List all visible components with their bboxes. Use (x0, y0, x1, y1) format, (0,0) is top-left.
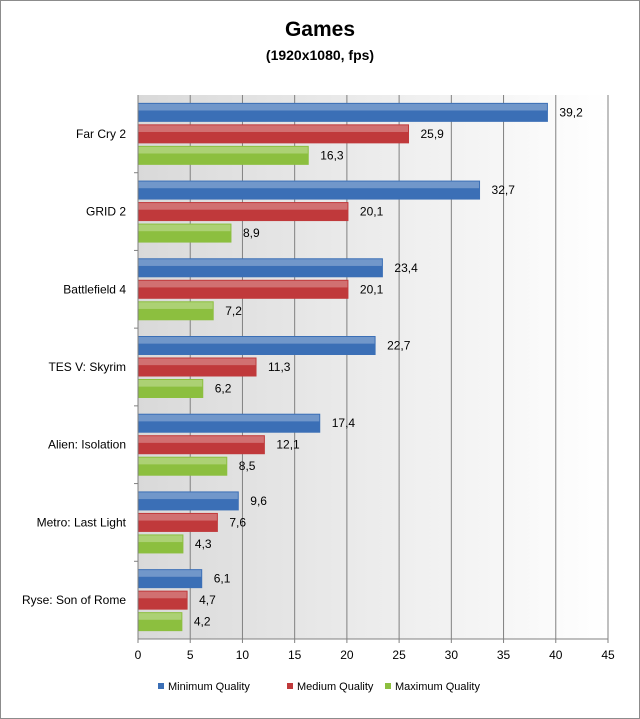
bar-highlight (138, 181, 480, 189)
bar-highlight (138, 203, 348, 210)
data-label: 23,4 (394, 261, 418, 275)
bar-highlight (138, 492, 238, 500)
bar-highlight (138, 103, 547, 111)
data-label: 7,2 (225, 304, 242, 318)
x-tick-label: 35 (497, 648, 511, 662)
x-tick-label: 25 (392, 648, 406, 662)
data-label: 16,3 (320, 148, 344, 162)
data-label: 6,2 (215, 382, 232, 396)
x-tick-label: 30 (445, 648, 459, 662)
x-tick-label: 40 (549, 648, 563, 662)
data-label: 9,6 (250, 494, 267, 508)
data-label: 22,7 (387, 339, 411, 353)
data-label: 6,1 (214, 572, 231, 586)
bar-highlight (138, 358, 256, 366)
bar-highlight (138, 535, 183, 543)
bar (138, 435, 265, 455)
x-tick-label: 10 (236, 648, 250, 662)
category-label: Far Cry 2 (76, 127, 126, 141)
bar (138, 202, 349, 222)
data-label: 32,7 (492, 183, 516, 197)
bar-highlight (138, 570, 202, 577)
data-label: 4,3 (195, 537, 212, 551)
category-label: Metro: Last Light (37, 515, 127, 529)
bar (138, 590, 188, 610)
category-label: GRID 2 (86, 205, 126, 219)
bar-highlight (138, 259, 382, 266)
data-label: 7,6 (229, 515, 246, 529)
bar (138, 145, 309, 165)
category-label: Ryse: Son of Rome (22, 593, 126, 607)
data-label: 8,9 (243, 226, 260, 240)
bar (138, 124, 410, 144)
category-label: TES V: Skyrim (48, 360, 126, 374)
data-label: 4,2 (194, 615, 211, 629)
bar (138, 456, 228, 476)
bar (138, 491, 239, 511)
bar (138, 612, 183, 632)
bar (138, 357, 257, 377)
bar-highlight (138, 436, 264, 443)
data-label: 20,1 (360, 282, 384, 296)
bar (138, 301, 214, 321)
bar-highlight (138, 146, 308, 154)
bar (138, 336, 376, 355)
bar-highlight (138, 280, 348, 288)
data-label: 25,9 (421, 127, 445, 141)
x-tick-label: 45 (601, 648, 615, 662)
bar-highlight (138, 414, 320, 422)
bar-highlight (138, 457, 227, 465)
bar (138, 102, 548, 122)
bar-highlight (138, 513, 217, 521)
bar-highlight (138, 613, 182, 620)
legend-swatch (158, 683, 164, 689)
data-label: 11,3 (268, 360, 291, 374)
bar-highlight (138, 380, 203, 387)
bar (138, 534, 184, 554)
bar (138, 413, 321, 433)
legend-label: Minimum Quality (168, 681, 250, 693)
bar-highlight (138, 224, 231, 232)
x-tick-label: 5 (187, 648, 194, 662)
legend-swatch (287, 683, 293, 689)
data-label: 8,5 (239, 459, 256, 473)
chart-subtitle: (1920x1080, fps) (265, 47, 375, 63)
bar (138, 223, 232, 243)
legend-label: Maximum Quality (395, 681, 480, 693)
bar-highlight (138, 591, 187, 599)
category-label: Alien: Isolation (48, 438, 126, 452)
bar-highlight (138, 125, 409, 133)
category-label: Battlefield 4 (63, 282, 126, 296)
x-tick-label: 20 (340, 648, 354, 662)
x-tick-label: 15 (288, 648, 302, 662)
legend-label: Medium Quality (297, 681, 374, 693)
bar-highlight (138, 337, 375, 344)
data-label: 17,4 (332, 416, 356, 430)
data-label: 4,7 (199, 593, 216, 607)
bar-highlight (138, 302, 213, 309)
bar (138, 512, 218, 532)
bar (138, 279, 349, 299)
bar (138, 379, 204, 398)
chart-title: Games (284, 18, 356, 41)
x-tick-label: 0 (135, 648, 142, 662)
data-label: 39,2 (559, 105, 583, 119)
legend-swatch (385, 683, 391, 689)
bar (138, 180, 481, 200)
data-label: 20,1 (360, 205, 384, 219)
data-label: 12,1 (276, 438, 300, 452)
bar (138, 258, 383, 278)
bar (138, 569, 203, 589)
